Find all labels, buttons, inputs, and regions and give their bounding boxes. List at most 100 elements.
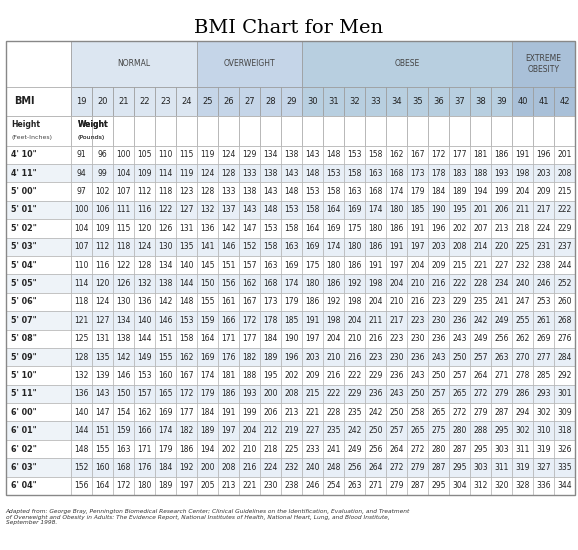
Text: 302: 302: [536, 408, 551, 417]
Text: 263: 263: [347, 481, 362, 490]
Text: 327: 327: [536, 463, 551, 472]
Text: 229: 229: [557, 224, 572, 233]
Text: 265: 265: [410, 426, 425, 435]
Text: 151: 151: [158, 334, 173, 343]
Text: 292: 292: [557, 371, 572, 380]
Text: 174: 174: [327, 242, 341, 251]
Text: 162: 162: [390, 150, 404, 159]
Text: 190: 190: [431, 206, 446, 214]
Text: 191: 191: [221, 408, 236, 417]
Text: 232: 232: [516, 261, 530, 270]
Text: 162: 162: [138, 408, 152, 417]
Text: 178: 178: [431, 169, 446, 178]
Text: 293: 293: [536, 389, 551, 398]
Text: 224: 224: [536, 224, 551, 233]
Text: 227: 227: [306, 426, 320, 435]
Text: 164: 164: [327, 206, 341, 214]
Text: 163: 163: [264, 261, 278, 270]
Text: 5' 07": 5' 07": [11, 316, 37, 325]
Text: Height: Height: [11, 120, 40, 129]
Text: 177: 177: [180, 408, 194, 417]
Text: 279: 279: [494, 389, 509, 398]
Text: 189: 189: [453, 187, 467, 196]
Text: 148: 148: [264, 206, 278, 214]
Text: 116: 116: [95, 261, 110, 270]
Text: 192: 192: [180, 463, 194, 472]
Text: 211: 211: [369, 316, 383, 325]
Text: 174: 174: [284, 279, 299, 288]
Text: 254: 254: [327, 481, 341, 490]
Text: OBESE: OBESE: [395, 59, 420, 68]
Text: 138: 138: [284, 150, 299, 159]
Text: 169: 169: [158, 408, 173, 417]
Text: 196: 196: [284, 353, 299, 361]
Text: 171: 171: [221, 334, 236, 343]
Text: 122: 122: [158, 206, 173, 214]
Text: 105: 105: [138, 150, 152, 159]
Text: 6' 02": 6' 02": [11, 444, 37, 454]
Text: 197: 197: [180, 481, 194, 490]
Text: 151: 151: [95, 426, 110, 435]
Text: 210: 210: [410, 279, 425, 288]
Text: 169: 169: [327, 224, 341, 233]
Text: 215: 215: [453, 261, 467, 270]
Text: 150: 150: [117, 389, 131, 398]
Text: 235: 235: [327, 426, 341, 435]
Text: 23: 23: [161, 97, 171, 106]
Text: 250: 250: [410, 389, 425, 398]
Text: 184: 184: [201, 408, 215, 417]
Text: 102: 102: [95, 187, 110, 196]
Text: 132: 132: [75, 371, 89, 380]
Text: 256: 256: [368, 444, 383, 454]
Text: 246: 246: [536, 279, 551, 288]
Text: 5' 00": 5' 00": [11, 187, 37, 196]
Text: 126: 126: [117, 279, 131, 288]
Text: 158: 158: [369, 150, 383, 159]
Text: 148: 148: [180, 298, 194, 306]
Text: 107: 107: [75, 242, 89, 251]
Text: 5' 03": 5' 03": [11, 242, 37, 251]
Text: 204: 204: [347, 316, 362, 325]
Text: 265: 265: [431, 408, 446, 417]
Text: 236: 236: [410, 353, 425, 361]
Text: 27: 27: [244, 97, 255, 106]
Text: 134: 134: [117, 316, 131, 325]
Text: 206: 206: [264, 408, 278, 417]
Text: 211: 211: [516, 206, 530, 214]
Text: 235: 235: [347, 408, 362, 417]
Text: 222: 222: [453, 279, 467, 288]
Text: 328: 328: [516, 481, 530, 490]
Text: 204: 204: [327, 334, 341, 343]
Text: 179: 179: [410, 187, 425, 196]
Text: (Pounds): (Pounds): [77, 135, 105, 140]
Text: 208: 208: [557, 169, 572, 178]
Text: 4' 10": 4' 10": [11, 150, 37, 159]
Text: 40: 40: [517, 97, 528, 106]
Text: 154: 154: [117, 408, 131, 417]
Text: 319: 319: [516, 463, 530, 472]
Text: 312: 312: [473, 481, 488, 490]
Text: 221: 221: [243, 481, 257, 490]
Text: 123: 123: [180, 187, 194, 196]
Text: 186: 186: [180, 444, 194, 454]
Text: 295: 295: [453, 463, 467, 472]
Text: 5' 06": 5' 06": [11, 298, 37, 306]
Text: 175: 175: [305, 261, 320, 270]
Text: 175: 175: [347, 224, 362, 233]
Text: 188: 188: [473, 169, 488, 178]
Text: 201: 201: [557, 150, 572, 159]
Text: 6' 03": 6' 03": [11, 463, 37, 472]
Text: 256: 256: [347, 463, 362, 472]
Text: 166: 166: [221, 316, 236, 325]
Text: 222: 222: [558, 206, 572, 214]
Text: 264: 264: [368, 463, 383, 472]
Text: 125: 125: [75, 334, 89, 343]
Text: 155: 155: [201, 298, 215, 306]
Text: 119: 119: [180, 169, 194, 178]
Text: 237: 237: [557, 242, 572, 251]
Text: 192: 192: [347, 279, 362, 288]
Text: 110: 110: [75, 261, 89, 270]
Text: 6' 01": 6' 01": [11, 426, 37, 435]
Text: 173: 173: [264, 298, 278, 306]
Text: 172: 172: [243, 316, 257, 325]
